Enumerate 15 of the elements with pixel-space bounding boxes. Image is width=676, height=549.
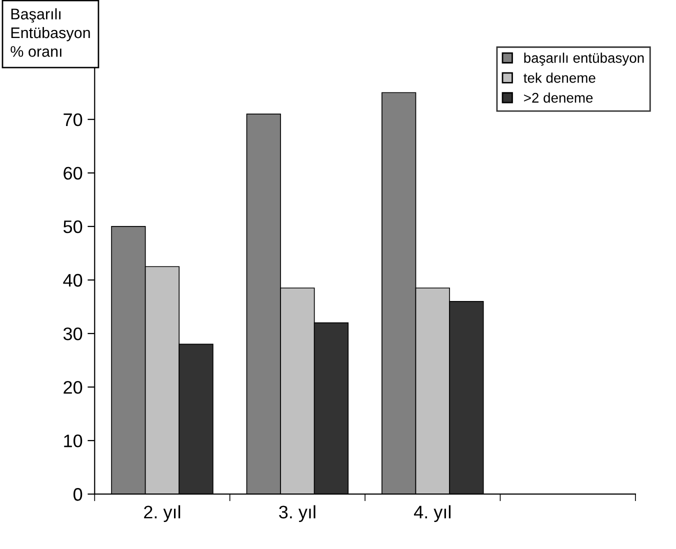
y-tick-label: 0	[74, 488, 82, 501]
y-tick-label: 10	[64, 434, 82, 448]
legend-label: >2 deneme	[524, 92, 593, 103]
legend-label: başarılı entübasyon	[524, 52, 644, 66]
legend-label: tek deneme	[524, 72, 596, 83]
y-tick-label: 30	[63, 327, 82, 340]
x-tick-label: 3. yıl	[279, 505, 316, 522]
y-tick-label: 60	[64, 166, 82, 180]
y-axis-title: Başarılı Entübasyon % oranı	[10, 8, 90, 57]
x-tick-label: 2. yıl	[144, 505, 180, 522]
y-tick-label: 40	[63, 274, 82, 287]
x-tick-label: 4. yıl	[414, 505, 450, 522]
y-tick-label: 70	[64, 113, 82, 126]
y-tick-label: 20	[64, 380, 82, 394]
y-tick-label: 50	[63, 220, 82, 234]
